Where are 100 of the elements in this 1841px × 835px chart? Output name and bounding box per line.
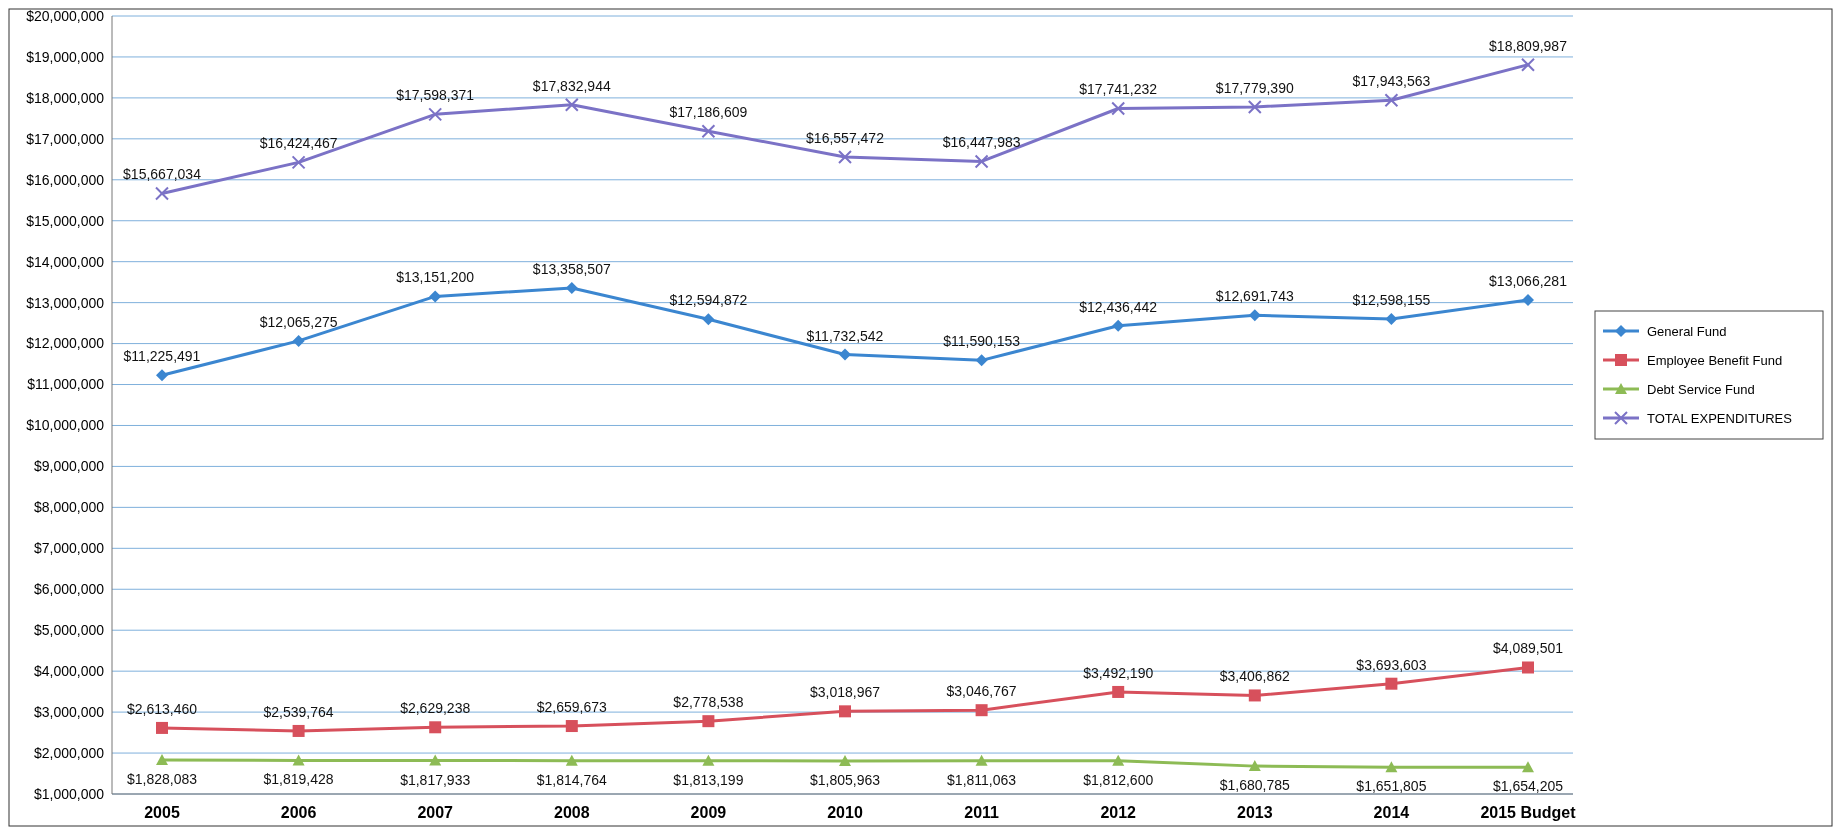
y-tick-label: $17,000,000 bbox=[26, 130, 105, 147]
data-label: $13,066,281 bbox=[1489, 272, 1568, 289]
data-label: $16,424,467 bbox=[259, 135, 338, 152]
data-label: $13,151,200 bbox=[396, 269, 475, 286]
y-tick-label: $12,000,000 bbox=[26, 335, 105, 352]
point bbox=[292, 754, 305, 766]
point bbox=[292, 724, 305, 737]
y-tick-label: $11,000,000 bbox=[27, 376, 105, 393]
data-label: $11,225,491 bbox=[123, 348, 201, 365]
data-label: $3,693,603 bbox=[1356, 656, 1427, 673]
point bbox=[702, 313, 715, 326]
y-tick-label: $15,000,000 bbox=[26, 212, 105, 229]
point bbox=[1112, 754, 1125, 766]
y-tick-label: $8,000,000 bbox=[33, 499, 105, 516]
y-tick-label: $1,000,000 bbox=[33, 785, 105, 802]
data-label: $17,832,944 bbox=[532, 77, 611, 94]
y-tick-label: $10,000,000 bbox=[26, 417, 105, 434]
data-label: $1,817,933 bbox=[400, 771, 471, 788]
x-tick-label: 2007 bbox=[417, 804, 454, 821]
point bbox=[564, 97, 579, 112]
data-label: $3,046,767 bbox=[946, 683, 1017, 700]
point bbox=[1522, 661, 1534, 674]
data-label: $1,680,785 bbox=[1219, 777, 1291, 794]
point bbox=[1384, 93, 1399, 108]
data-label: $2,659,673 bbox=[536, 699, 608, 716]
y-tick-label: $18,000,000 bbox=[26, 89, 105, 106]
y-tick-label: $19,000,000 bbox=[26, 48, 105, 65]
data-label: $1,813,199 bbox=[673, 771, 744, 788]
data-label: $1,828,083 bbox=[126, 771, 198, 788]
y-tick-label: $3,000,000 bbox=[33, 704, 105, 721]
point bbox=[975, 754, 988, 766]
point bbox=[1521, 57, 1535, 72]
point bbox=[839, 705, 851, 718]
point bbox=[702, 715, 715, 728]
y-tick-label: $6,000,000 bbox=[33, 581, 105, 598]
point bbox=[1112, 685, 1125, 698]
point bbox=[838, 149, 852, 164]
data-label: $17,598,371 bbox=[396, 87, 475, 104]
data-label: $2,629,238 bbox=[400, 700, 471, 717]
point bbox=[1385, 761, 1398, 773]
data-label: $2,778,538 bbox=[673, 694, 744, 711]
data-label: $17,779,390 bbox=[1215, 79, 1294, 96]
data-label: $1,819,428 bbox=[263, 771, 334, 788]
data-label: $1,805,963 bbox=[809, 772, 881, 788]
data-label: $3,492,190 bbox=[1083, 664, 1154, 681]
point bbox=[1522, 761, 1534, 773]
data-label: $12,594,872 bbox=[669, 292, 748, 309]
x-tick-label: 2012 bbox=[1100, 804, 1137, 821]
data-label: $11,732,542 bbox=[806, 327, 884, 344]
x-tick-label: 2011 bbox=[964, 804, 1000, 821]
data-label: $1,654,205 bbox=[1492, 778, 1564, 795]
point bbox=[1248, 689, 1261, 702]
x-tick-label: 2014 bbox=[1373, 804, 1410, 821]
legend-label: Debt Service Fund bbox=[1647, 381, 1755, 397]
point bbox=[1248, 760, 1261, 772]
data-label: $17,741,232 bbox=[1079, 81, 1158, 98]
point bbox=[565, 720, 578, 733]
data-label: $18,809,987 bbox=[1489, 37, 1568, 54]
y-tick-label: $14,000,000 bbox=[26, 253, 105, 270]
data-label: $17,186,609 bbox=[669, 104, 748, 121]
data-label: $16,557,472 bbox=[806, 129, 885, 146]
data-label: $12,065,275 bbox=[259, 313, 338, 330]
legend-label: Employee Benefit Fund bbox=[1647, 352, 1783, 368]
x-tick-label: 2006 bbox=[280, 804, 317, 821]
y-tick-label: $4,000,000 bbox=[33, 663, 105, 680]
data-label: $1,814,764 bbox=[536, 771, 608, 788]
y-tick-label: $13,000,000 bbox=[26, 294, 105, 311]
y-tick-label: $2,000,000 bbox=[33, 744, 105, 761]
y-tick-label: $5,000,000 bbox=[33, 622, 105, 639]
point bbox=[1111, 101, 1126, 116]
point bbox=[974, 154, 989, 169]
data-label: $12,691,743 bbox=[1215, 288, 1294, 305]
point bbox=[156, 721, 168, 734]
x-tick-label: 2005 bbox=[144, 804, 180, 821]
data-label: $16,447,983 bbox=[942, 134, 1021, 151]
point bbox=[975, 354, 988, 367]
point bbox=[1385, 313, 1398, 326]
point bbox=[839, 755, 851, 766]
data-label: $17,943,563 bbox=[1352, 73, 1431, 90]
data-label: $12,436,442 bbox=[1079, 298, 1158, 315]
data-label: $4,089,501 bbox=[1492, 640, 1564, 657]
point bbox=[429, 721, 442, 734]
data-label: $3,018,967 bbox=[809, 684, 881, 701]
point bbox=[428, 107, 443, 122]
point bbox=[292, 334, 305, 347]
data-label: $2,539,764 bbox=[263, 703, 334, 720]
x-tick-label: 2013 bbox=[1237, 804, 1273, 821]
data-label: $11,590,153 bbox=[943, 333, 1021, 350]
point bbox=[565, 754, 578, 766]
x-tick-label: 2010 bbox=[827, 804, 863, 821]
legend-label: TOTAL EXPENDITURES bbox=[1647, 410, 1793, 426]
point bbox=[156, 369, 168, 382]
data-label: $3,406,862 bbox=[1219, 668, 1291, 685]
point bbox=[156, 754, 168, 766]
data-label: $12,598,155 bbox=[1352, 292, 1431, 309]
data-label: $2,613,460 bbox=[126, 700, 198, 717]
y-tick-label: $7,000,000 bbox=[33, 540, 105, 557]
data-label: $1,812,600 bbox=[1083, 771, 1154, 788]
y-tick-label: $16,000,000 bbox=[26, 171, 105, 188]
point bbox=[701, 124, 716, 139]
